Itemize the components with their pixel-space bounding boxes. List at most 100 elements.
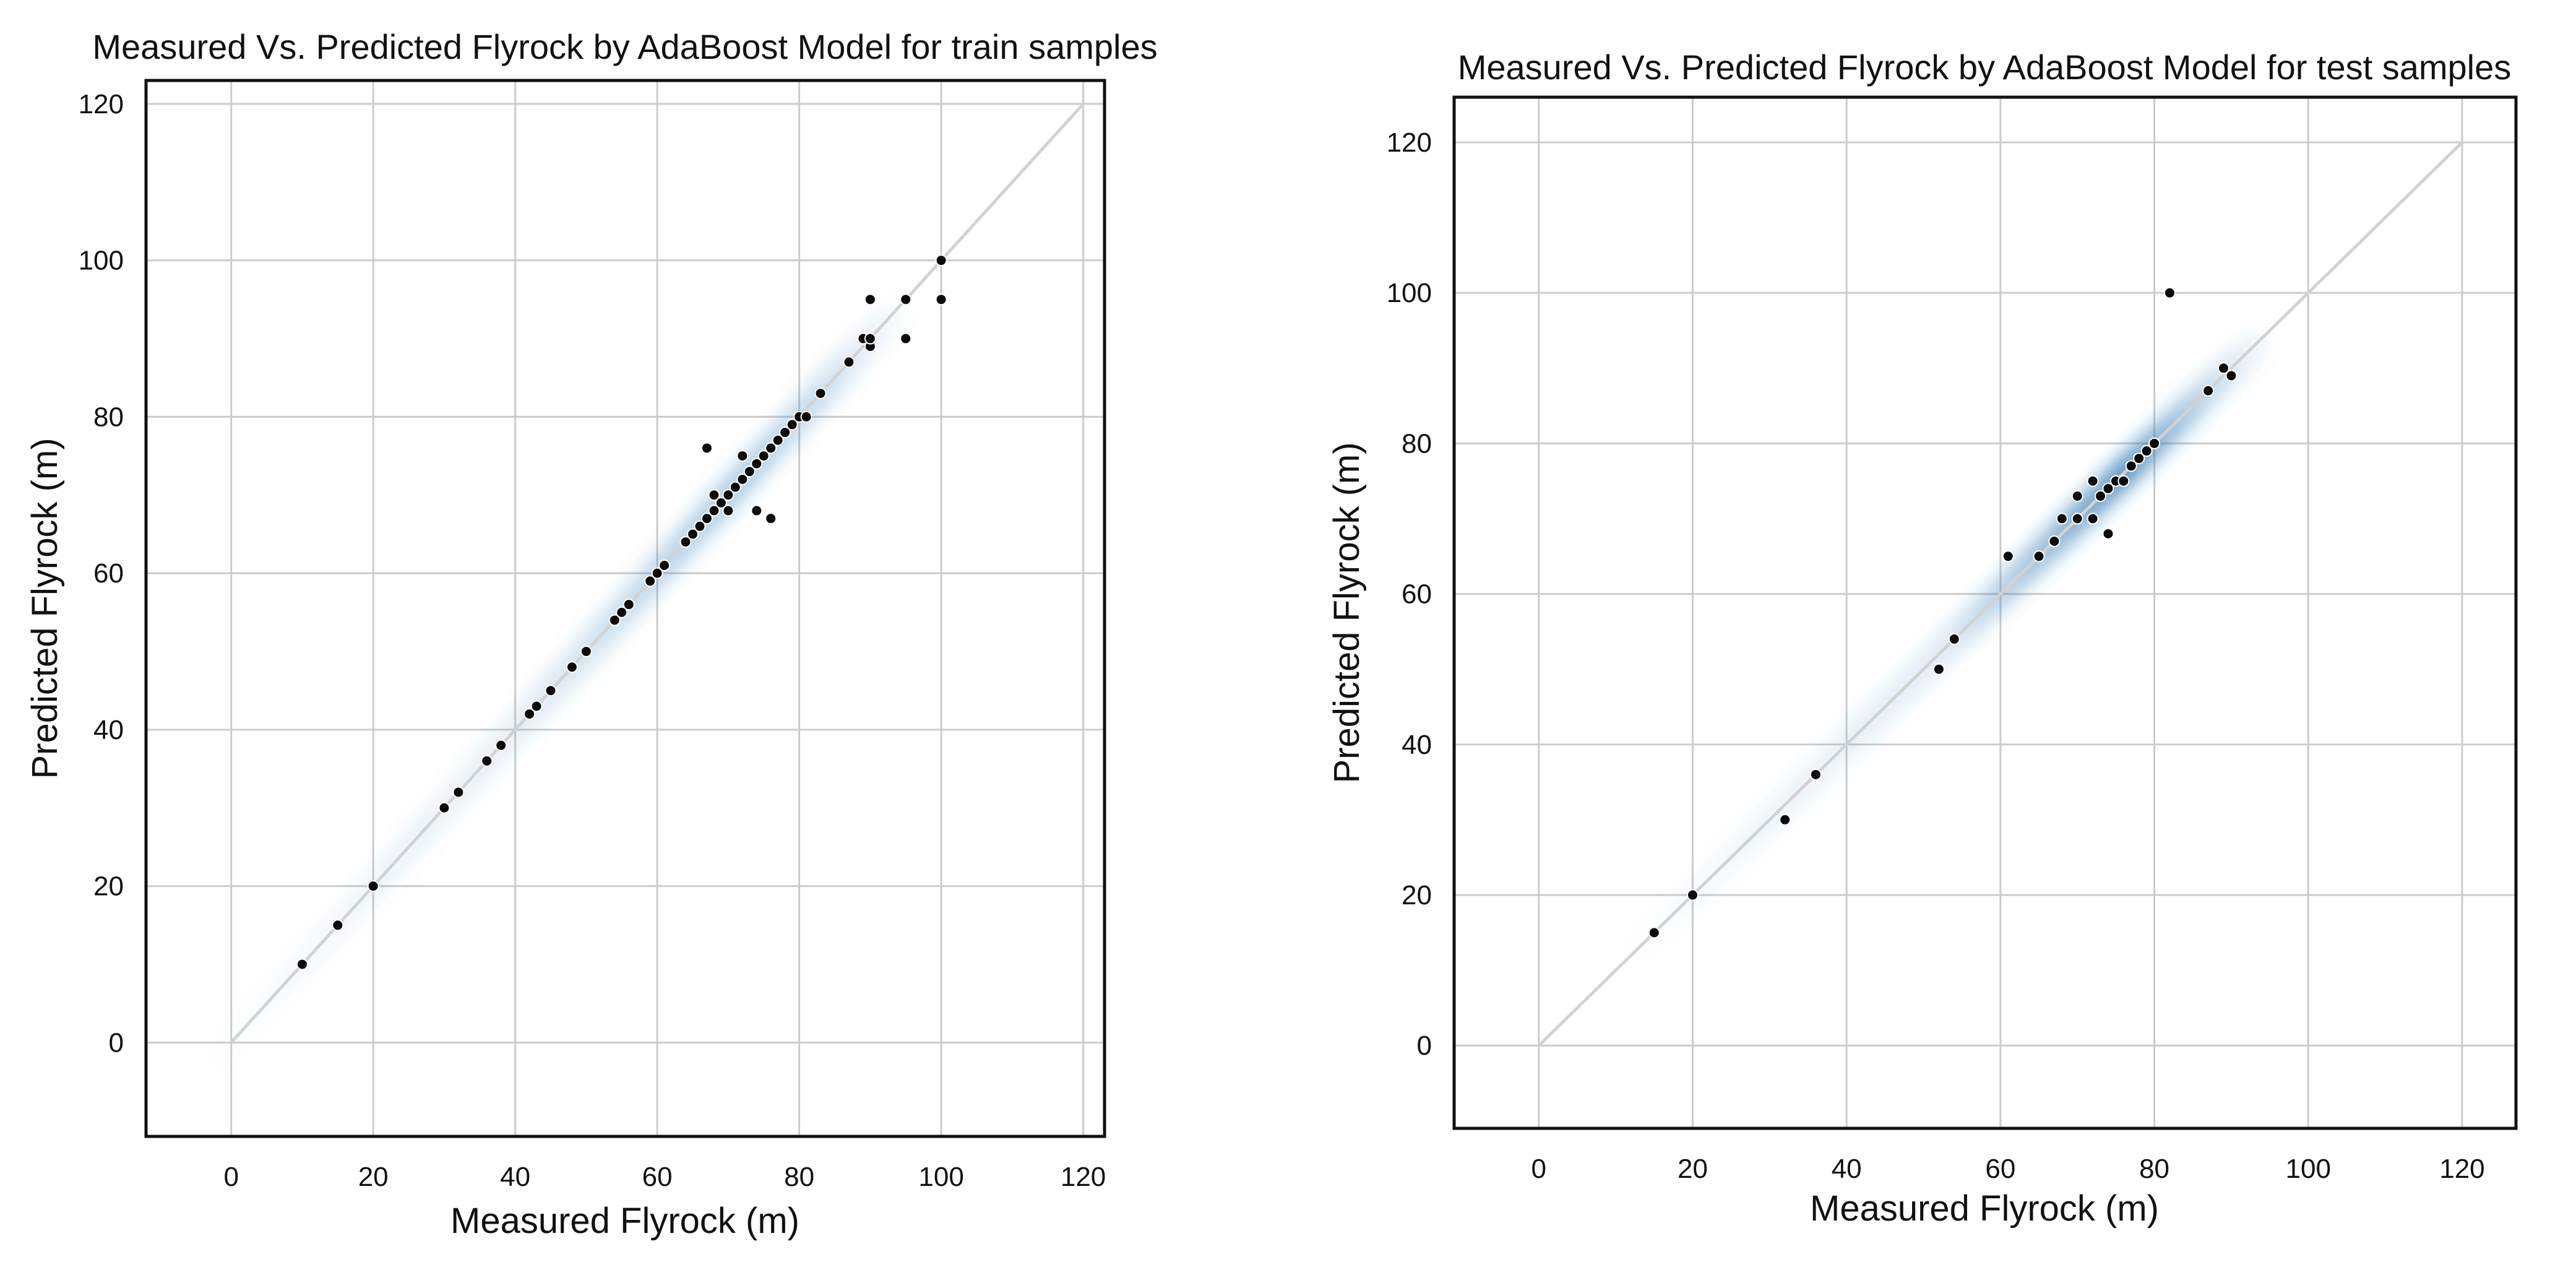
test-y-tick-label: 100 <box>1387 278 1432 308</box>
test-data-point <box>2071 512 2083 525</box>
train-x-ticks: 0 20 40 60 80 100 120 <box>223 1162 1106 1192</box>
test-data-point <box>2202 384 2215 397</box>
train-x-axis-label: Measured Flyrock (m) <box>450 1201 799 1241</box>
train-data-point <box>751 504 763 517</box>
train-data-point <box>545 685 557 697</box>
test-data-point <box>2148 437 2161 449</box>
train-data-point <box>765 442 777 454</box>
test-data-point <box>2125 460 2137 472</box>
train-data-point <box>700 442 713 454</box>
test-points <box>1648 287 2238 939</box>
train-data-point <box>757 450 770 462</box>
train-data-point <box>708 504 720 517</box>
train-data-point <box>722 489 734 501</box>
test-data-point <box>2140 445 2153 457</box>
train-data-point <box>608 614 621 626</box>
test-data-point <box>2071 490 2083 503</box>
train-x-tick-label: 100 <box>918 1162 963 1192</box>
train-data-point <box>864 293 876 306</box>
test-data-point <box>2095 490 2107 503</box>
test-x-tick-label: 80 <box>2139 1154 2169 1184</box>
test-y-tick-label: 120 <box>1387 128 1432 158</box>
test-plot-frame <box>1452 95 2518 1130</box>
test-x-tick-label: 60 <box>1985 1154 2015 1184</box>
train-chart-title: Measured Vs. Predicted Flyrock by AdaBoo… <box>92 27 1157 66</box>
train-y-axis-label: Predicted Flyrock (m) <box>25 438 65 779</box>
train-points <box>296 254 947 971</box>
test-data-point <box>2087 512 2099 525</box>
train-data-point <box>814 387 827 399</box>
test-data-point <box>2133 452 2145 465</box>
train-data-point <box>481 755 493 767</box>
test-data-point <box>2163 287 2176 299</box>
train-data-point <box>367 880 379 893</box>
test-x-tick-label: 0 <box>1531 1154 1546 1184</box>
test-y-tick-label: 20 <box>1402 880 1432 910</box>
test-data-point <box>2002 550 2014 563</box>
train-data-point <box>694 520 706 532</box>
train-y-ticks: 0 20 40 60 80 100 120 <box>79 89 124 1058</box>
train-data-point <box>687 528 699 540</box>
train-x-tick-label: 120 <box>1061 1162 1106 1192</box>
train-y-tick-label: 40 <box>93 715 124 745</box>
train-data-point <box>800 410 812 423</box>
train-data-point <box>566 661 578 673</box>
train-data-point <box>935 254 947 267</box>
test-data-point <box>1932 663 1945 675</box>
train-data-point <box>708 489 720 501</box>
test-data-point <box>2087 475 2099 487</box>
train-data-point <box>736 450 749 462</box>
test-y-axis-label: Predicted Flyrock (m) <box>1327 442 1367 783</box>
test-x-ticks: 0 20 40 60 80 100 120 <box>1531 1154 2485 1184</box>
train-data-point <box>900 332 912 345</box>
test-data-point <box>2048 535 2061 547</box>
test-data-point <box>1948 633 1960 646</box>
train-x-tick-label: 0 <box>223 1162 238 1192</box>
train-data-point <box>715 496 727 509</box>
test-data-point <box>2102 527 2114 540</box>
train-x-tick-label: 80 <box>784 1162 814 1192</box>
train-y-tick-label: 120 <box>79 89 124 119</box>
train-data-point <box>523 708 536 720</box>
train-data-point <box>935 293 947 306</box>
test-y-tick-label: 0 <box>1417 1031 1432 1061</box>
test-x-tick-label: 100 <box>2286 1154 2331 1184</box>
test-x-tick-label: 40 <box>1832 1154 1862 1184</box>
train-data-point <box>438 802 450 814</box>
test-y-ticks: 0 20 40 60 80 100 120 <box>1387 128 1432 1061</box>
train-data-point <box>900 293 912 306</box>
train-y-tick-label: 100 <box>79 246 124 276</box>
train-x-tick-label: 60 <box>642 1162 673 1192</box>
test-x-axis-label: Measured Flyrock (m) <box>1810 1188 2159 1229</box>
train-data-point <box>530 700 543 712</box>
test-data-point <box>2056 512 2068 525</box>
train-data-point <box>729 481 741 493</box>
train-data-point <box>296 958 308 971</box>
train-data-point <box>452 786 465 798</box>
train-data-point <box>700 512 713 525</box>
test-y-tick-label: 40 <box>1402 730 1432 760</box>
train-data-point <box>751 457 763 470</box>
train-data-point <box>622 599 635 611</box>
train-data-point <box>786 418 798 431</box>
test-data-point <box>2117 475 2130 487</box>
test-data-point <box>2217 362 2229 374</box>
train-plot-frame <box>144 79 1106 1138</box>
train-data-point <box>651 567 663 579</box>
train-data-point <box>843 356 855 368</box>
test-data-point <box>1809 768 1822 781</box>
test-y-tick-label: 60 <box>1402 579 1432 610</box>
test-chart: Measured Vs. Predicted Flyrock by AdaBoo… <box>1327 48 2518 1229</box>
train-y-tick-label: 80 <box>93 402 124 432</box>
train-data-point <box>736 473 749 485</box>
train-data-point <box>722 504 734 517</box>
test-x-tick-label: 20 <box>1678 1154 1708 1184</box>
train-data-point <box>743 465 756 478</box>
test-x-tick-label: 120 <box>2439 1154 2484 1184</box>
train-x-tick-label: 20 <box>358 1162 389 1192</box>
train-y-tick-label: 0 <box>109 1027 124 1058</box>
train-data-point <box>616 606 628 618</box>
train-data-point <box>765 512 777 525</box>
test-data-point <box>2033 550 2045 563</box>
train-chart: Measured Vs. Predicted Flyrock by AdaBoo… <box>25 27 1158 1241</box>
